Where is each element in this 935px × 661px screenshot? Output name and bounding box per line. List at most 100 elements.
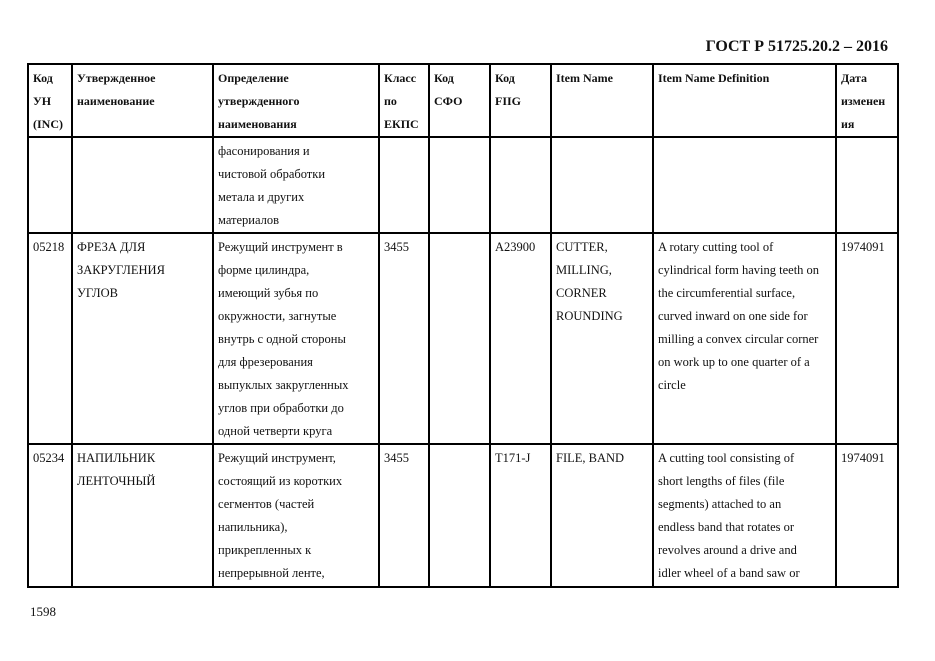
cell-text-line: the circumferential surface, bbox=[658, 286, 796, 300]
header-row-cell: Код FIIG bbox=[489, 63, 552, 138]
header-row-cell: Дата изменен ия bbox=[835, 63, 899, 138]
cell-text-line: внутрь с одной стороны bbox=[218, 332, 346, 346]
cell-text-line: непрерывной ленте, bbox=[218, 566, 325, 580]
cell-text-line: ФРЕЗА ДЛЯ bbox=[77, 240, 146, 254]
cell-text-line: Режущий инструмент в bbox=[218, 240, 343, 254]
table-row-cell bbox=[27, 136, 73, 234]
cell-text-line: idler wheel of a band saw or bbox=[658, 566, 800, 580]
table-row-cell bbox=[652, 136, 837, 234]
cell-text-line: сегментов (частей bbox=[218, 497, 315, 511]
cell-text-line: Режущий инструмент, bbox=[218, 451, 336, 465]
table-row-cell: ФРЕЗА ДЛЯ ЗАКРУГЛЕНИЯ УГЛОВ bbox=[71, 232, 214, 445]
cell-text-line: метала и других bbox=[218, 190, 305, 204]
cell-text-line: утвержденного bbox=[218, 94, 300, 108]
header-row-cell: Класс по ЕКПС bbox=[378, 63, 430, 138]
table-row-cell: 1974091 bbox=[835, 443, 899, 588]
cell-text-line: фасонирования и bbox=[218, 144, 310, 158]
cell-text-line: A23900 bbox=[495, 240, 536, 254]
cell-text-line: наименование bbox=[77, 94, 155, 108]
cell-text-line: ЛЕНТОЧНЫЙ bbox=[77, 474, 156, 488]
table-row-cell: фасонирования и чистовой обработки метала … bbox=[212, 136, 380, 234]
cell-text-line: CUTTER, bbox=[556, 240, 608, 254]
table-row-cell: A cutting tool consisting of short length… bbox=[652, 443, 837, 588]
cell-text-line: форме цилиндра, bbox=[218, 263, 310, 277]
cell-text-line: чистовой обработки bbox=[218, 167, 326, 181]
cell-text-line: наименования bbox=[218, 117, 297, 131]
table-row-cell: 3455 bbox=[378, 443, 430, 588]
cell-text-line: состоящий из коротких bbox=[218, 474, 343, 488]
table-row-cell bbox=[428, 232, 491, 445]
cell-text-line: revolves around a drive and bbox=[658, 543, 797, 557]
table-row-cell: A rotary cutting tool of cylindrical form… bbox=[652, 232, 837, 445]
cell-text-line: endless band that rotates or bbox=[658, 520, 795, 534]
item-name-table: Код УН (INC) Утвержденное наименование Опреде… bbox=[27, 63, 899, 588]
cell-text-line: Дата bbox=[841, 71, 867, 85]
cell-text-line: напильника), bbox=[218, 520, 288, 534]
header-row-cell: Item Name bbox=[550, 63, 654, 138]
cell-text-line: MILLING, bbox=[556, 263, 612, 277]
cell-text-line: T171-J bbox=[495, 451, 531, 465]
table-row-cell: A23900 bbox=[489, 232, 552, 445]
cell-text-line: прикрепленных к bbox=[218, 543, 312, 557]
header-row-cell: Утвержденное наименование bbox=[71, 63, 214, 138]
table-row-cell bbox=[428, 443, 491, 588]
cell-text-line: Код bbox=[495, 71, 515, 85]
cell-text-line: СФО bbox=[434, 94, 463, 108]
cell-text-line: УН bbox=[33, 94, 52, 108]
cell-text-line: cylindrical form having teeth on bbox=[658, 263, 820, 277]
table-row-cell: НАПИЛЬНИК ЛЕНТОЧНЫЙ bbox=[71, 443, 214, 588]
cell-text-line: Определение bbox=[218, 71, 289, 85]
cell-text-line: Класс bbox=[384, 71, 417, 85]
table-row: 05218 ФРЕЗА ДЛЯ ЗАКРУГЛЕНИЯ УГЛОВ Режущий ин… bbox=[27, 232, 899, 445]
cell-text-line: имеющий зубья по bbox=[218, 286, 319, 300]
cell-text-line: для фрезерования bbox=[218, 355, 313, 369]
cell-text-line: CORNER bbox=[556, 286, 607, 300]
table-row-cell bbox=[489, 136, 552, 234]
cell-text-line: 05234 bbox=[33, 451, 65, 465]
cell-text-line: milling a convex circular corner bbox=[658, 332, 819, 346]
header-row-cell: Item Name Definition bbox=[652, 63, 837, 138]
cell-text-line: (INC) bbox=[33, 117, 63, 131]
table-row-cell: Режущий инструмент в форме цилиндра, имеющ… bbox=[212, 232, 380, 445]
cell-text-line: 1974091 bbox=[841, 451, 885, 465]
cell-text-line: материалов bbox=[218, 213, 280, 227]
cell-text-line: short lengths of files (file bbox=[658, 474, 785, 488]
table-row-cell: FILE, BAND bbox=[550, 443, 654, 588]
table-row: фасонирования и чистовой обработки метала … bbox=[27, 136, 899, 234]
table-row-cell: 05234 bbox=[27, 443, 73, 588]
table-row-cell bbox=[71, 136, 214, 234]
table-row: 05234 НАПИЛЬНИК ЛЕНТОЧНЫЙ Режущий инструмен… bbox=[27, 443, 899, 588]
cell-text-line: FIIG bbox=[495, 94, 522, 108]
header-row-cell: Определение утвержденного наименования bbox=[212, 63, 380, 138]
cell-text-line: 3455 bbox=[384, 240, 409, 254]
cell-text-line: изменен bbox=[841, 94, 886, 108]
cell-text-line: on work up to one quarter of a bbox=[658, 355, 810, 369]
document-code: ГОСТ Р 51725.20.2 – 2016 bbox=[705, 38, 888, 55]
cell-text-line: одной четверти круга bbox=[218, 424, 333, 438]
cell-text-line: curved inward on one side for bbox=[658, 309, 808, 323]
table-row-cell bbox=[550, 136, 654, 234]
cell-text-line: circle bbox=[658, 378, 686, 392]
cell-text-line: A cutting tool consisting of bbox=[658, 451, 795, 465]
cell-text-line: окружности, загнутые bbox=[218, 309, 337, 323]
table-row-cell bbox=[428, 136, 491, 234]
cell-text-line: углов при обработки до bbox=[218, 401, 344, 415]
page-number: 1598 bbox=[30, 604, 56, 619]
cell-text-line: 3455 bbox=[384, 451, 409, 465]
table-row-cell: 3455 bbox=[378, 232, 430, 445]
table-row-cell bbox=[835, 136, 899, 234]
table-row-cell: Режущий инструмент, состоящий из коротких… bbox=[212, 443, 380, 588]
cell-text-line: segments) attached to an bbox=[658, 497, 782, 511]
cell-text-line: ЗАКРУГЛЕНИЯ bbox=[77, 263, 165, 277]
cell-text-line: ия bbox=[841, 117, 855, 131]
cell-text-line: Утвержденное bbox=[77, 71, 156, 85]
cell-text-line: Код bbox=[33, 71, 53, 85]
table-row-cell: 05218 bbox=[27, 232, 73, 445]
cell-text-line: УГЛОВ bbox=[77, 286, 118, 300]
cell-text-line: 05218 bbox=[33, 240, 65, 254]
cell-text-line: выпуклых закругленных bbox=[218, 378, 349, 392]
table-row-cell: T171-J bbox=[489, 443, 552, 588]
cell-text-line: Item Name Definition bbox=[658, 71, 770, 85]
cell-text-line: 1974091 bbox=[841, 240, 885, 254]
header-row: Код УН (INC) Утвержденное наименование Опреде… bbox=[27, 63, 899, 138]
